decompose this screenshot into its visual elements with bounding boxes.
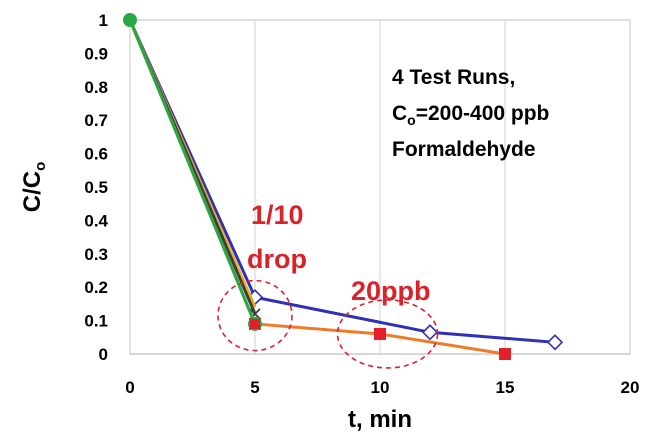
callout-circle	[336, 299, 439, 369]
x-tick-label: 5	[250, 378, 259, 397]
callout-circles	[217, 279, 439, 369]
note-line-3: Formaldehyde	[392, 138, 536, 161]
data-point	[250, 318, 260, 329]
callout-drop-line-2: drop	[247, 244, 307, 274]
series	[123, 13, 564, 360]
y-tick-label: 0.3	[84, 245, 108, 264]
x-axis-ticks: 0 5 10 15 20	[125, 378, 639, 397]
x-tick-label: 10	[371, 378, 390, 397]
x-tick-label: 20	[621, 378, 640, 397]
x-tick-label: 15	[496, 378, 515, 397]
overlay-markers	[125, 15, 260, 329]
x-tick-label: 0	[125, 378, 134, 397]
y-tick-label: 1	[99, 11, 108, 30]
info-note: 4 Test Runs, Co=200-400 ppb Formaldehyde	[392, 66, 549, 161]
note-line-1: 4 Test Runs,	[392, 66, 515, 89]
callout-20ppb: 20ppb	[351, 276, 431, 306]
y-axis-title: C/Co	[19, 162, 49, 213]
data-point	[421, 324, 439, 341]
y-axis-ticks: 0 0.1 0.2 0.3 0.4 0.5 0.6 0.7 0.8 0.9 1	[84, 11, 108, 364]
data-point	[125, 15, 135, 25]
y-tick-label: 0.4	[84, 211, 108, 230]
note-range: =200-400 ppb	[416, 102, 550, 125]
y-tick-label: 0.6	[84, 145, 108, 164]
y-tick-label: 0.5	[84, 178, 108, 197]
y-tick-label: 0.9	[84, 44, 108, 63]
y-tick-label: 0	[99, 345, 108, 364]
y-tick-label: 0.8	[84, 78, 108, 97]
note-c-sub: o	[407, 112, 416, 128]
x-axis-title: t, min	[348, 406, 412, 433]
y-tick-label: 0.7	[84, 111, 108, 130]
data-point	[546, 334, 564, 351]
series-line	[128, 19, 556, 344]
y-axis-title-sub: o	[32, 162, 49, 171]
y-tick-label: 0.1	[84, 312, 108, 331]
svg-text:C/Co: C/Co	[19, 162, 49, 213]
callout-circle	[217, 279, 293, 352]
series-line	[128, 19, 257, 325]
callout-drop-line-1: 1/10	[251, 200, 304, 230]
data-point	[374, 327, 386, 340]
series-group	[128, 19, 564, 351]
y-tick-label: 0.2	[84, 278, 108, 297]
note-c: C	[392, 102, 407, 125]
note-line-2: Co=200-400 ppb	[392, 102, 549, 128]
y-axis-title-main: C/C	[19, 171, 46, 212]
data-point	[499, 348, 511, 360]
